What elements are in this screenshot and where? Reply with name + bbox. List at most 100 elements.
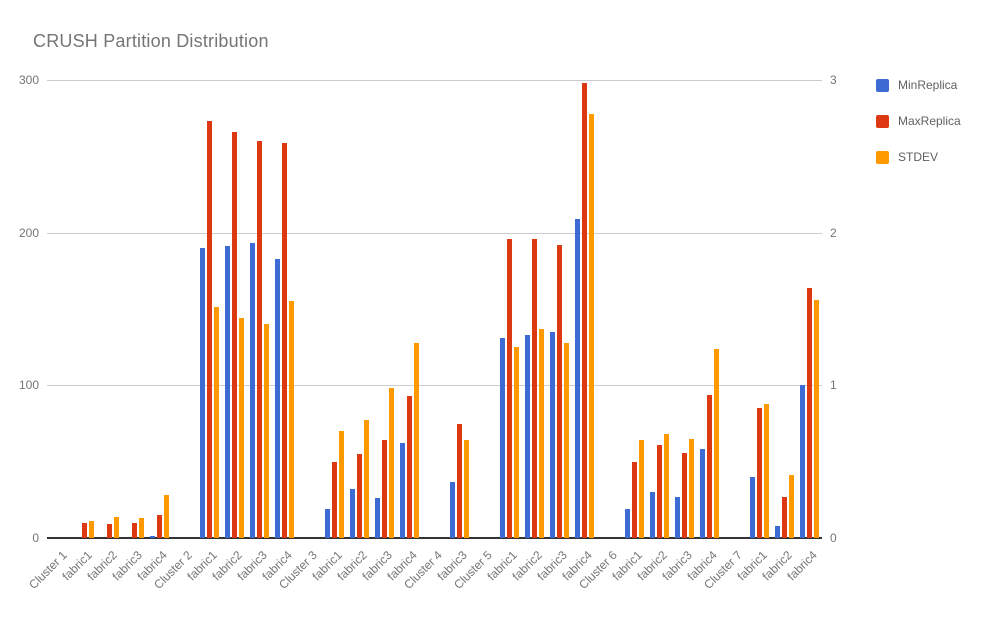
bar-maxreplica[interactable]	[757, 408, 762, 538]
stdev-swatch-icon	[876, 150, 889, 164]
bar-stdev[interactable]	[364, 420, 369, 538]
right-axis-tick-label: 2	[830, 225, 837, 240]
bar-minreplica[interactable]	[275, 258, 280, 538]
bar-minreplica[interactable]	[750, 476, 755, 538]
bar-group	[622, 80, 647, 538]
bar-group	[747, 80, 772, 538]
bar-minreplica[interactable]	[625, 509, 630, 538]
bar-stdev[interactable]	[464, 440, 469, 538]
bar-maxreplica[interactable]	[257, 141, 262, 538]
bar-maxreplica[interactable]	[357, 454, 362, 538]
bar-maxreplica[interactable]	[507, 238, 512, 538]
left-axis-tick-label: 0	[32, 531, 39, 545]
bar-stdev[interactable]	[214, 307, 219, 538]
bar-minreplica[interactable]	[225, 246, 230, 538]
bar-stdev[interactable]	[639, 440, 644, 538]
bar-group	[372, 80, 397, 538]
bar-stdev[interactable]	[664, 434, 669, 538]
bar-minreplica[interactable]	[200, 247, 205, 538]
bar-minreplica[interactable]	[800, 385, 805, 538]
bar-maxreplica[interactable]	[82, 522, 87, 538]
bar-stdev[interactable]	[114, 516, 119, 538]
legend-item-stdev[interactable]: STDEV	[876, 150, 961, 164]
bar-stdev[interactable]	[239, 318, 244, 538]
bar-maxreplica[interactable]	[282, 142, 287, 538]
bar-minreplica[interactable]	[775, 525, 780, 538]
minreplica-swatch-icon	[876, 78, 889, 92]
bar-maxreplica[interactable]	[407, 396, 412, 538]
bar-maxreplica[interactable]	[157, 515, 162, 538]
bar-maxreplica[interactable]	[457, 423, 462, 538]
bar-group	[697, 80, 722, 538]
legend-label: MaxReplica	[898, 114, 961, 128]
right-axis-tick-label: 0	[830, 531, 837, 545]
bar-maxreplica[interactable]	[382, 440, 387, 538]
bar-stdev[interactable]	[814, 299, 819, 538]
bar-maxreplica[interactable]	[782, 496, 787, 538]
bar-stdev[interactable]	[389, 388, 394, 538]
bar-maxreplica[interactable]	[107, 524, 112, 538]
bar-stdev[interactable]	[764, 403, 769, 538]
bar-stdev[interactable]	[89, 521, 94, 538]
bar-group	[172, 80, 197, 538]
bar-group	[47, 80, 72, 538]
maxreplica-swatch-icon	[876, 114, 889, 128]
bar-maxreplica[interactable]	[582, 83, 587, 538]
bar-group	[97, 80, 122, 538]
bar-minreplica[interactable]	[525, 334, 530, 538]
bar-minreplica[interactable]	[150, 536, 155, 538]
bar-stdev[interactable]	[414, 342, 419, 538]
bar-maxreplica[interactable]	[232, 131, 237, 538]
right-axis-tick-label: 1	[830, 378, 837, 393]
bar-maxreplica[interactable]	[682, 452, 687, 538]
bar-minreplica[interactable]	[400, 443, 405, 538]
bar-group	[272, 80, 297, 538]
bar-group	[72, 80, 97, 538]
bar-maxreplica[interactable]	[207, 121, 212, 538]
bar-minreplica[interactable]	[700, 449, 705, 538]
bar-minreplica[interactable]	[650, 492, 655, 538]
gridline	[47, 232, 822, 234]
bar-stdev[interactable]	[539, 328, 544, 538]
bar-stdev[interactable]	[714, 348, 719, 538]
bar-stdev[interactable]	[689, 438, 694, 538]
bar-maxreplica[interactable]	[707, 394, 712, 538]
legend: MinReplica MaxReplica STDEV	[876, 78, 961, 186]
bar-maxreplica[interactable]	[807, 287, 812, 538]
bar-minreplica[interactable]	[575, 218, 580, 538]
bar-group	[597, 80, 622, 538]
bar-minreplica[interactable]	[450, 481, 455, 538]
bar-minreplica[interactable]	[675, 496, 680, 538]
bar-stdev[interactable]	[564, 342, 569, 538]
bar-stdev[interactable]	[589, 113, 594, 538]
bar-stdev[interactable]	[139, 518, 144, 538]
bar-stdev[interactable]	[339, 431, 344, 538]
left-axis-tick-label: 300	[18, 73, 39, 87]
bar-stdev[interactable]	[514, 347, 519, 538]
bar-maxreplica[interactable]	[332, 461, 337, 538]
bar-minreplica[interactable]	[550, 331, 555, 538]
bar-minreplica[interactable]	[375, 498, 380, 538]
bar-group	[222, 80, 247, 538]
bar-maxreplica[interactable]	[632, 461, 637, 538]
bar-minreplica[interactable]	[325, 509, 330, 538]
bar-maxreplica[interactable]	[657, 444, 662, 538]
left-axis-tick-label: 100	[18, 378, 39, 393]
bar-group	[772, 80, 797, 538]
bar-group	[722, 80, 747, 538]
bar-maxreplica[interactable]	[132, 522, 137, 538]
bar-group	[147, 80, 172, 538]
bar-stdev[interactable]	[289, 301, 294, 538]
bar-maxreplica[interactable]	[557, 244, 562, 538]
bar-stdev[interactable]	[264, 324, 269, 538]
legend-item-minreplica[interactable]: MinReplica	[876, 78, 961, 92]
bar-stdev[interactable]	[789, 475, 794, 538]
bar-minreplica[interactable]	[250, 243, 255, 538]
bar-minreplica[interactable]	[500, 338, 505, 538]
bar-group	[547, 80, 572, 538]
bar-maxreplica[interactable]	[532, 238, 537, 538]
bar-group	[522, 80, 547, 538]
bar-stdev[interactable]	[164, 495, 169, 538]
legend-item-maxreplica[interactable]: MaxReplica	[876, 114, 961, 128]
bar-minreplica[interactable]	[350, 489, 355, 538]
